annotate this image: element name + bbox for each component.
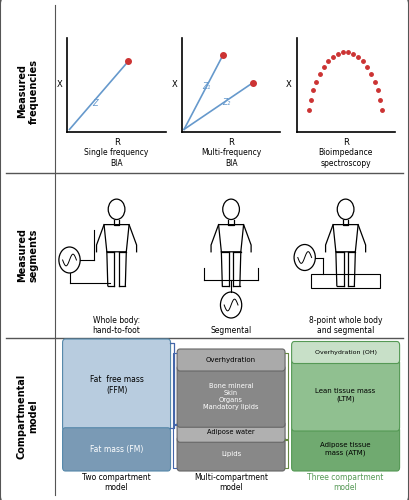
Text: Z: Z (92, 98, 98, 108)
FancyBboxPatch shape (177, 422, 285, 442)
Text: Lipids: Lipids (221, 451, 241, 457)
Text: Compartmental
model: Compartmental model (17, 374, 38, 459)
FancyBboxPatch shape (311, 274, 380, 287)
Text: Overhydration: Overhydration (206, 357, 256, 363)
Text: Multi-frequency
BIA: Multi-frequency BIA (201, 148, 261, 168)
Text: Z₁: Z₁ (202, 82, 210, 92)
FancyBboxPatch shape (177, 349, 285, 371)
Text: 8-point whole body
and segmental: 8-point whole body and segmental (309, 316, 382, 335)
Text: X: X (286, 80, 292, 89)
Text: Fat  free mass
(FFM): Fat free mass (FFM) (90, 376, 144, 394)
Text: X: X (57, 80, 63, 89)
Text: Single frequency
BIA: Single frequency BIA (84, 148, 149, 168)
Text: Bone mineral
Skin
Organs
Mandatory lipids: Bone mineral Skin Organs Mandatory lipid… (203, 383, 259, 410)
Text: Multi-compartment
model: Multi-compartment model (194, 473, 268, 492)
Text: Two compartment
model: Two compartment model (82, 473, 151, 492)
FancyBboxPatch shape (292, 359, 400, 431)
Text: R: R (228, 138, 234, 147)
Text: Whole body:
hand-to-foot: Whole body: hand-to-foot (92, 316, 141, 335)
Text: Overhydration (OH): Overhydration (OH) (315, 350, 377, 355)
Text: Segmental: Segmental (211, 326, 252, 335)
FancyBboxPatch shape (177, 436, 285, 471)
Text: R: R (114, 138, 119, 147)
FancyBboxPatch shape (292, 426, 400, 471)
Text: Fat mass (FM): Fat mass (FM) (90, 445, 143, 454)
Text: Bioimpedance
spectroscopy: Bioimpedance spectroscopy (319, 148, 373, 168)
Text: Adipose water: Adipose water (207, 429, 255, 435)
FancyBboxPatch shape (177, 365, 285, 427)
Text: R: R (343, 138, 348, 147)
FancyBboxPatch shape (292, 342, 400, 363)
Text: Adipose tissue
mass (ATM): Adipose tissue mass (ATM) (320, 442, 371, 456)
Text: X: X (171, 80, 177, 89)
FancyBboxPatch shape (63, 428, 171, 471)
Text: Measured
segments: Measured segments (17, 228, 38, 282)
Text: Lean tissue mass
(LTM): Lean tissue mass (LTM) (315, 388, 376, 402)
FancyBboxPatch shape (63, 339, 171, 431)
Text: Measured
frequencies: Measured frequencies (17, 58, 38, 124)
Text: Three compartment
model: Three compartment model (308, 473, 384, 492)
Text: Z₂: Z₂ (222, 98, 230, 106)
